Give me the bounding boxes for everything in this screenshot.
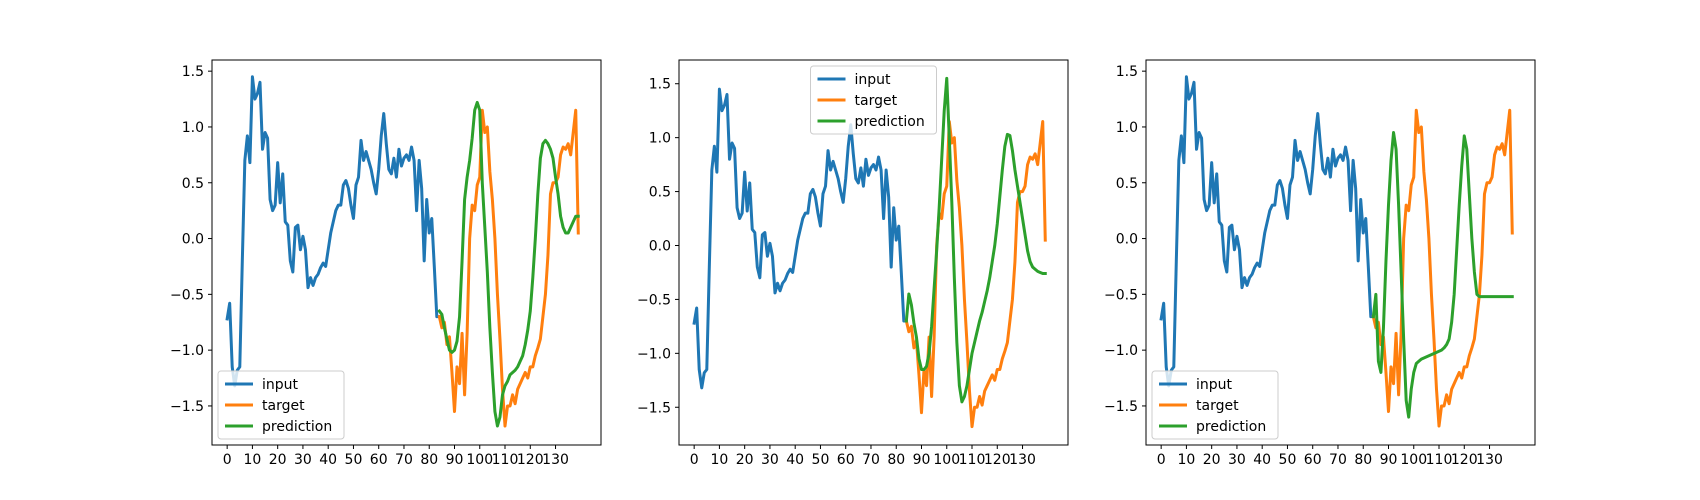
x-tick-label: 20 [269,452,287,468]
x-tick-label: 40 [786,452,804,468]
y-tick-label: −1.5 [170,399,204,415]
x-tick-label: 130 [1009,452,1036,468]
x-tick-label: 80 [1354,452,1372,468]
x-tick-label: 120 [1451,452,1478,468]
x-tick-label: 90 [913,452,931,468]
series-line-prediction [904,76,1047,404]
y-tick-label: −1.0 [1104,343,1138,359]
y-tick-label: −0.5 [1104,287,1138,303]
x-tick-label: 20 [736,452,754,468]
x-tick-label: 30 [294,452,312,468]
x-tick-label: 30 [1228,452,1246,468]
legend-box [217,370,345,440]
series-line-prediction [1371,131,1514,419]
y-tick-label: 1.5 [649,77,671,93]
y-tick-label: 0.0 [649,238,671,254]
x-tick-label: 0 [223,452,232,468]
y-tick-label: −1.0 [637,346,671,362]
x-tick-label: 90 [446,452,464,468]
x-tick-label: 60 [370,452,388,468]
legend-label-target: target [855,93,898,109]
x-tick-label: 20 [1203,452,1221,468]
y-tick-label: 0.0 [1116,232,1138,248]
series-line-prediction [437,100,580,428]
y-tick-label: 1.5 [1116,64,1138,80]
y-tick-label: 0.0 [182,232,204,248]
y-tick-label: 0.5 [182,176,204,192]
y-tick-label: −1.5 [1104,399,1138,415]
y-tick-label: 0.5 [1116,176,1138,192]
x-tick-label: 40 [1253,452,1271,468]
y-tick-label: −0.5 [170,287,204,303]
y-tick-label: 1.0 [182,120,204,136]
axes-frame [211,59,602,446]
x-tick-label: 100 [933,452,960,468]
x-tick-label: 0 [690,452,699,468]
x-tick-label: 80 [887,452,905,468]
x-tick-label: 10 [711,452,729,468]
series-line-target [904,119,1047,429]
x-tick-label: 70 [1329,452,1347,468]
axes-frame [1145,59,1536,446]
x-tick-label: 110 [1426,452,1453,468]
legend-label-target: target [262,398,305,414]
x-tick-label: 80 [420,452,438,468]
axes-frame [678,59,1069,446]
legend: input target prediction [217,370,345,440]
series-line-input [225,75,441,388]
y-tick-label: 0.5 [649,185,671,201]
x-tick-label: 120 [517,452,544,468]
legend: input target prediction [1151,370,1279,440]
legend-label-target: target [1196,398,1239,414]
x-tick-label: 70 [862,452,880,468]
legend-label-input: input [1196,377,1233,393]
x-tick-label: 70 [395,452,413,468]
legend-label-prediction: prediction [262,419,332,435]
series-line-input [692,87,908,390]
series-line-target [1371,108,1514,428]
y-tick-label: 1.5 [182,64,204,80]
x-tick-label: 110 [492,452,519,468]
x-tick-label: 130 [1476,452,1503,468]
x-tick-label: 60 [1304,452,1322,468]
y-tick-label: 1.0 [649,131,671,147]
legend: input target prediction [810,65,937,135]
series-line-input [1159,75,1375,388]
x-tick-label: 110 [959,452,986,468]
legend-label-input: input [262,377,299,393]
x-tick-label: 10 [1178,452,1196,468]
x-tick-label: 130 [542,452,569,468]
legend-box [1151,370,1279,440]
x-tick-label: 100 [1400,452,1427,468]
y-tick-label: −0.5 [637,292,671,308]
y-tick-label: −1.0 [170,343,204,359]
legend-label-prediction: prediction [1196,419,1266,435]
x-tick-label: 50 [345,452,363,468]
x-tick-label: 50 [1279,452,1297,468]
legend-box [810,65,937,135]
legend-label-prediction: prediction [855,114,925,130]
x-tick-label: 30 [761,452,779,468]
x-tick-label: 50 [812,452,830,468]
y-tick-label: 1.0 [1116,120,1138,136]
x-tick-label: 40 [319,452,337,468]
x-tick-label: 60 [837,452,855,468]
y-tick-label: −1.5 [637,400,671,416]
x-tick-label: 90 [1380,452,1398,468]
x-tick-label: 0 [1157,452,1166,468]
legend-label-input: input [855,72,892,88]
x-tick-label: 10 [244,452,262,468]
x-tick-label: 120 [984,452,1011,468]
x-tick-label: 100 [466,452,493,468]
